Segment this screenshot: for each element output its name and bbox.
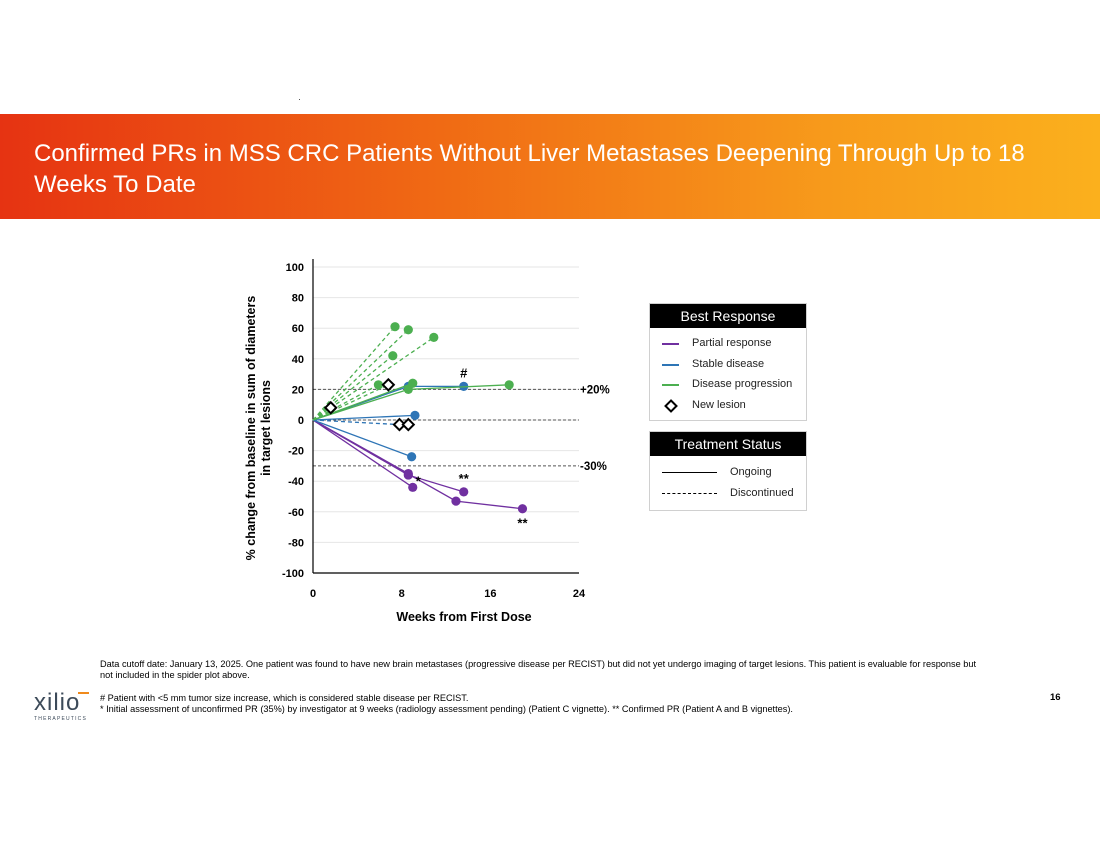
logo-wordmark: xilio — [34, 689, 81, 716]
y-tick-label: 80 — [292, 293, 304, 305]
y-tick-label: 60 — [292, 323, 304, 335]
xilio-logo: xilio THERAPEUTICS — [34, 690, 94, 730]
stable-disease-swatch — [662, 364, 679, 366]
data-point-pd-3 — [390, 322, 400, 332]
best-response-legend-title: Best Response — [650, 304, 806, 328]
data-point-pd-6 — [388, 351, 398, 361]
data-point-pd-1 — [504, 380, 514, 390]
series-annotation: ** — [517, 516, 528, 531]
data-point-pr-2 — [517, 504, 528, 514]
data-point-pr-2 — [451, 496, 461, 506]
series-line-pr-2 — [312, 419, 523, 510]
y-tick-label: 0 — [298, 415, 304, 427]
slide-title: Confirmed PRs in MSS CRC Patients Withou… — [34, 140, 1025, 198]
page-number: 16 — [1050, 692, 1061, 703]
solid-line-swatch — [662, 472, 717, 473]
data-point-pd-4 — [403, 325, 413, 335]
treatment-status-legend: Treatment Status Ongoing Discontinued — [649, 431, 807, 511]
x-tick-label: 8 — [399, 588, 405, 600]
series-line-pd-7 — [312, 384, 379, 421]
x-tick-label: 16 — [484, 588, 496, 600]
y-tick-label: 40 — [292, 354, 304, 366]
reference-line-label: -30% — [580, 461, 607, 473]
cutoff-footnote: Data cutoff date: January 13, 2025. One … — [100, 659, 977, 680]
data-point-pd-2 — [408, 378, 418, 388]
new-lesion-marker — [401, 417, 416, 432]
data-point-pr-4 — [403, 468, 413, 479]
series-line-sd-2 — [312, 414, 415, 421]
title-banner: Confirmed PRs in MSS CRC Patients Withou… — [0, 114, 1100, 219]
series-annotation: ** — [459, 471, 470, 486]
partial-response-swatch — [662, 343, 679, 345]
star-footnote: * Initial assessment of unconfirmed PR (… — [100, 704, 793, 714]
x-tick-label: 0 — [310, 588, 316, 600]
logo-accent-bar — [78, 692, 89, 694]
y-tick-label: 20 — [292, 384, 304, 396]
series-line-pr-3 — [312, 419, 414, 488]
treatment-status-legend-title: Treatment Status — [650, 432, 806, 456]
best-response-legend: Best Response Partial response Stable di… — [649, 303, 807, 421]
data-point-pr-1 — [459, 487, 469, 497]
series-annotation: # — [460, 365, 468, 380]
y-tick-label: -20 — [288, 446, 304, 458]
reference-line-label: +20% — [580, 384, 610, 396]
data-point-sd-2 — [410, 410, 420, 421]
series-line-pr-4 — [312, 419, 409, 475]
series-line-pd-2 — [312, 382, 413, 421]
series-annotation: * — [416, 473, 422, 488]
y-tick-label: -100 — [282, 568, 304, 580]
y-axis-title: % change from baseline in sum of diamete… — [244, 296, 258, 561]
y-tick-label: -60 — [288, 507, 304, 519]
data-point-pd-7 — [373, 380, 383, 390]
logo-tagline: THERAPEUTICS — [34, 716, 88, 722]
x-axis-title: Weeks from First Dose — [396, 610, 531, 624]
stray-mark — [299, 99, 300, 100]
new-lesion-marker — [381, 377, 396, 392]
y-axis-title-line2: in target lesions — [259, 380, 273, 476]
data-point-pd-5 — [429, 332, 439, 342]
new-lesion-marker — [323, 400, 338, 415]
new-lesion-marker — [392, 417, 407, 432]
data-point-pr-3 — [408, 482, 418, 492]
series-line-sd-3 — [312, 419, 412, 458]
y-tick-label: -40 — [288, 476, 304, 488]
diamond-icon — [664, 399, 678, 413]
data-point-sd-3 — [407, 452, 417, 462]
x-tick-label: 24 — [573, 588, 586, 600]
y-tick-label: 100 — [286, 262, 304, 274]
disease-progression-swatch — [662, 384, 679, 386]
dashed-line-swatch — [662, 493, 717, 494]
series-line-pd-8 — [312, 384, 389, 421]
y-tick-label: -80 — [288, 537, 304, 549]
hash-footnote: # Patient with <5 mm tumor size increase… — [100, 693, 469, 703]
